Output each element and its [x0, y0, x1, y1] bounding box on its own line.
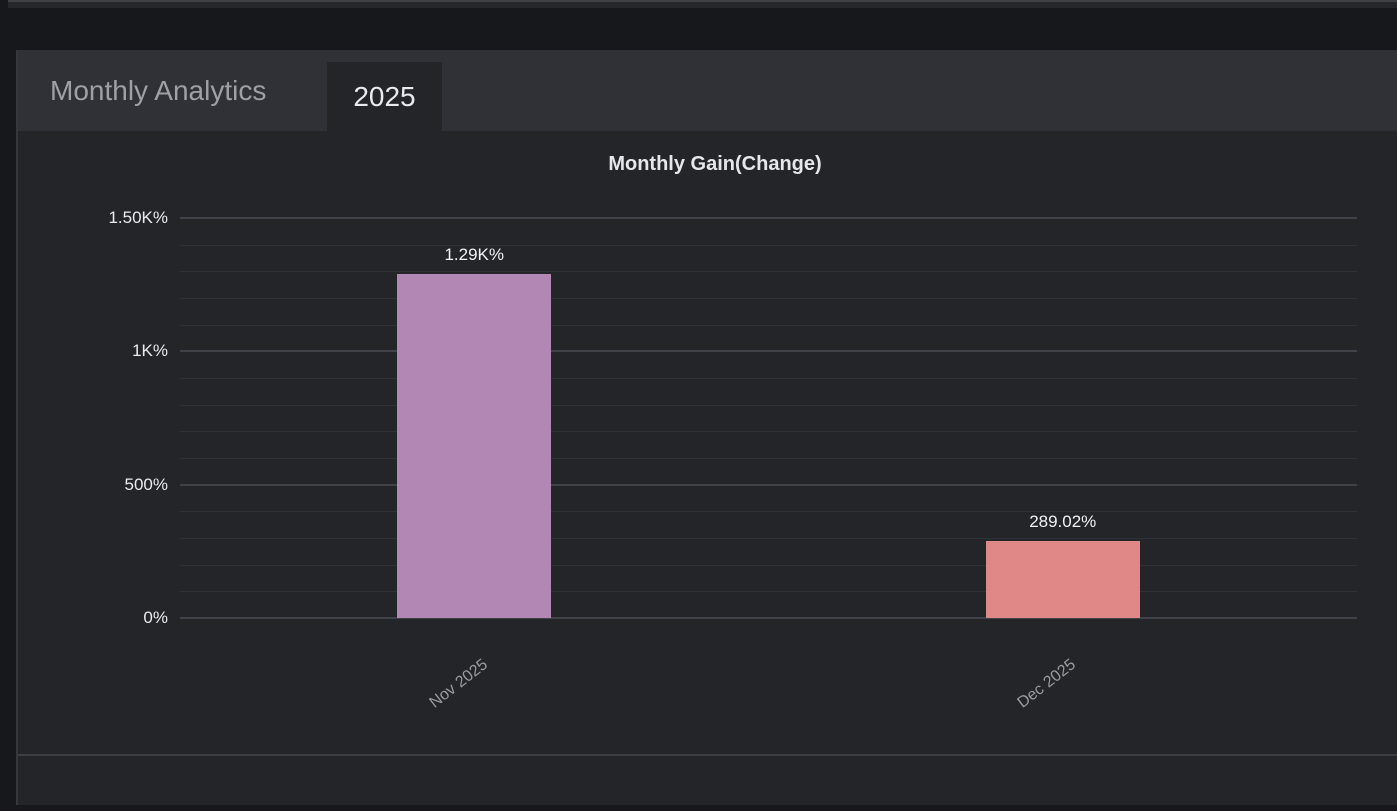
gridline — [180, 378, 1357, 379]
gridline — [180, 324, 1357, 326]
previous-panel-edge — [8, 0, 1397, 8]
panel-divider — [18, 754, 1397, 756]
bar-value-label: 1.29K% — [444, 245, 505, 264]
y-tick-label: 0% — [143, 608, 168, 627]
gridline — [180, 271, 1357, 273]
monthly-gain-chart: Monthly Gain(Change) 0% 500% 1K% 1.50K% 1.2… — [18, 131, 1397, 805]
gridline — [180, 458, 1357, 459]
gridline — [180, 511, 1357, 513]
bar-nov-2025[interactable] — [397, 274, 552, 618]
y-tick-label: 1.50K% — [108, 208, 168, 227]
gridline — [180, 538, 1357, 539]
gridline — [180, 244, 1357, 246]
gridline — [180, 564, 1357, 566]
gridline — [180, 617, 1357, 619]
gridline — [180, 217, 1357, 219]
gridline — [180, 298, 1357, 299]
monthly-analytics-panel: Monthly Analytics 2025 Monthly Gain(Chan… — [16, 50, 1397, 805]
gridline — [180, 431, 1357, 433]
gridline — [180, 483, 1357, 486]
gridline — [180, 591, 1357, 593]
y-tick-label: 500% — [124, 474, 168, 494]
y-tick-label: 1K% — [132, 341, 168, 361]
panel-title: Monthly Analytics — [50, 74, 267, 106]
gridline — [180, 404, 1357, 406]
panel-header: Monthly Analytics 2025 — [18, 50, 1397, 131]
bar-value-label: 289.02% — [1029, 511, 1097, 531]
bar-dec-2025[interactable] — [985, 540, 1140, 618]
chart-title: Monthly Gain(Change) — [608, 153, 822, 175]
x-tick-label: Nov 2025 — [426, 656, 491, 712]
gridline — [180, 350, 1357, 353]
tab-2025[interactable]: 2025 — [327, 62, 442, 131]
x-tick-label: Dec 2025 — [1014, 656, 1080, 712]
